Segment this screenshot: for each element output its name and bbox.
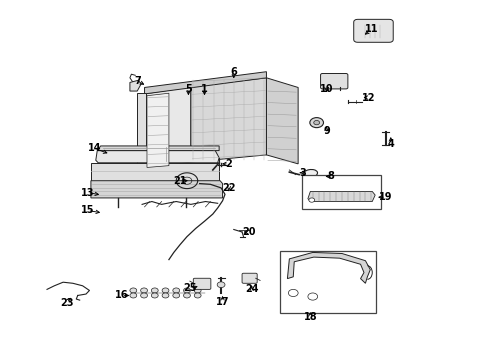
Circle shape — [194, 288, 201, 293]
Text: 5: 5 — [184, 84, 191, 94]
Text: 1: 1 — [201, 84, 207, 94]
Text: 19: 19 — [378, 192, 392, 202]
Circle shape — [309, 118, 323, 128]
Circle shape — [183, 288, 190, 293]
Circle shape — [307, 293, 317, 300]
Circle shape — [194, 293, 201, 298]
Circle shape — [313, 121, 319, 125]
Text: 20: 20 — [242, 227, 256, 237]
Circle shape — [130, 293, 137, 298]
Polygon shape — [91, 163, 219, 181]
Text: 7: 7 — [135, 76, 142, 86]
Polygon shape — [307, 192, 374, 202]
Circle shape — [183, 293, 190, 298]
Circle shape — [288, 289, 298, 297]
Circle shape — [130, 288, 137, 293]
Text: 21: 21 — [173, 176, 186, 186]
Circle shape — [217, 282, 224, 288]
Circle shape — [151, 288, 158, 293]
Bar — [279, 251, 375, 314]
Polygon shape — [266, 78, 298, 164]
Text: 11: 11 — [364, 24, 377, 35]
Text: 23: 23 — [60, 298, 73, 308]
Text: 22: 22 — [222, 183, 235, 193]
Circle shape — [141, 293, 147, 298]
Circle shape — [172, 293, 179, 298]
Polygon shape — [97, 146, 219, 150]
Text: 13: 13 — [81, 188, 94, 198]
Polygon shape — [190, 78, 266, 162]
FancyBboxPatch shape — [353, 19, 392, 42]
Circle shape — [172, 288, 179, 293]
Circle shape — [162, 293, 168, 298]
Text: 16: 16 — [115, 291, 128, 301]
FancyBboxPatch shape — [193, 278, 210, 289]
Text: 10: 10 — [319, 84, 332, 94]
Text: 15: 15 — [81, 206, 94, 216]
Polygon shape — [137, 93, 146, 170]
Polygon shape — [147, 93, 168, 167]
Polygon shape — [91, 181, 222, 198]
Bar — [302, 175, 380, 210]
Text: 12: 12 — [361, 93, 375, 103]
Polygon shape — [144, 72, 266, 94]
Text: 25: 25 — [183, 283, 196, 293]
Polygon shape — [287, 252, 369, 283]
Circle shape — [162, 288, 168, 293]
Text: 2: 2 — [225, 159, 232, 169]
Text: 6: 6 — [230, 67, 237, 77]
Text: 3: 3 — [299, 168, 306, 178]
Text: 9: 9 — [323, 126, 329, 135]
Circle shape — [151, 293, 158, 298]
FancyBboxPatch shape — [320, 73, 347, 89]
Ellipse shape — [303, 170, 317, 177]
Circle shape — [141, 288, 147, 293]
Text: 4: 4 — [386, 139, 393, 149]
Polygon shape — [96, 150, 219, 163]
Polygon shape — [130, 80, 141, 91]
Text: 17: 17 — [215, 297, 229, 307]
Text: 8: 8 — [327, 171, 334, 181]
Text: 14: 14 — [87, 143, 101, 153]
Polygon shape — [144, 87, 190, 169]
FancyBboxPatch shape — [242, 273, 257, 283]
Text: 24: 24 — [244, 284, 258, 294]
Circle shape — [308, 198, 314, 202]
Text: 18: 18 — [303, 312, 317, 322]
